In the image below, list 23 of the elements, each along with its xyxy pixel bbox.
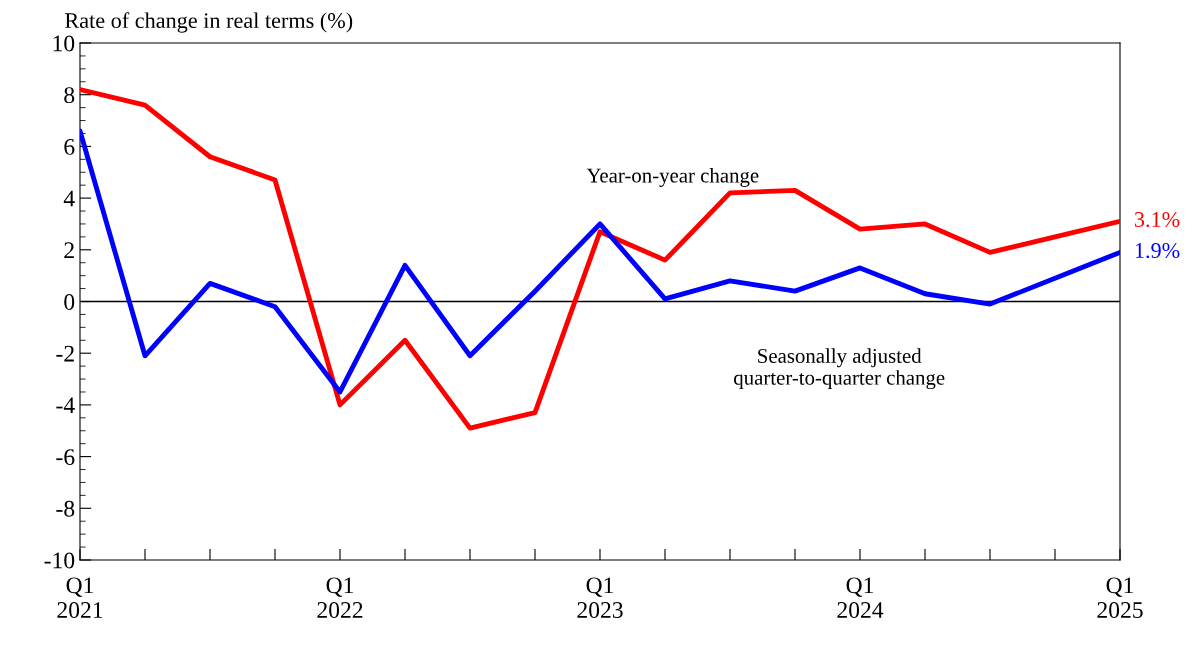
line-series: [80, 128, 1120, 395]
x-tick-label: Q1 2025: [1097, 577, 1143, 618]
y-tick-label: -6: [56, 449, 75, 466]
y-tick-label: 10: [53, 35, 75, 52]
y-tick-label: -2: [56, 345, 74, 362]
x-tick-label: Q1 2021: [57, 577, 103, 618]
x-tick-label: Q1 2023: [577, 577, 623, 618]
x-tick-label: Q1 2024: [837, 577, 884, 618]
y-tick-label: 4: [63, 190, 75, 207]
data-label: 1.9%: [1135, 242, 1180, 259]
text: Seasonally adjusted quarter-to-quarter change: [734, 348, 945, 390]
y-tick-label: 6: [64, 138, 75, 155]
series-label: Year-on-year change: [586, 167, 759, 187]
x-tick-label: Q1 2022: [317, 577, 363, 618]
y-tick-label: -10: [44, 552, 75, 569]
y-tick-label: -8: [56, 500, 75, 517]
data-label: 3.1%: [1134, 211, 1180, 228]
y-axis-title: Rate of change in real terms (%): [65, 12, 353, 33]
y-tick-label: 0: [64, 293, 75, 310]
line-series: [80, 87, 1120, 431]
y-tick-label: 2: [64, 242, 74, 258]
y-tick-label: -4: [56, 397, 75, 414]
y-tick-label: 8: [64, 87, 75, 104]
